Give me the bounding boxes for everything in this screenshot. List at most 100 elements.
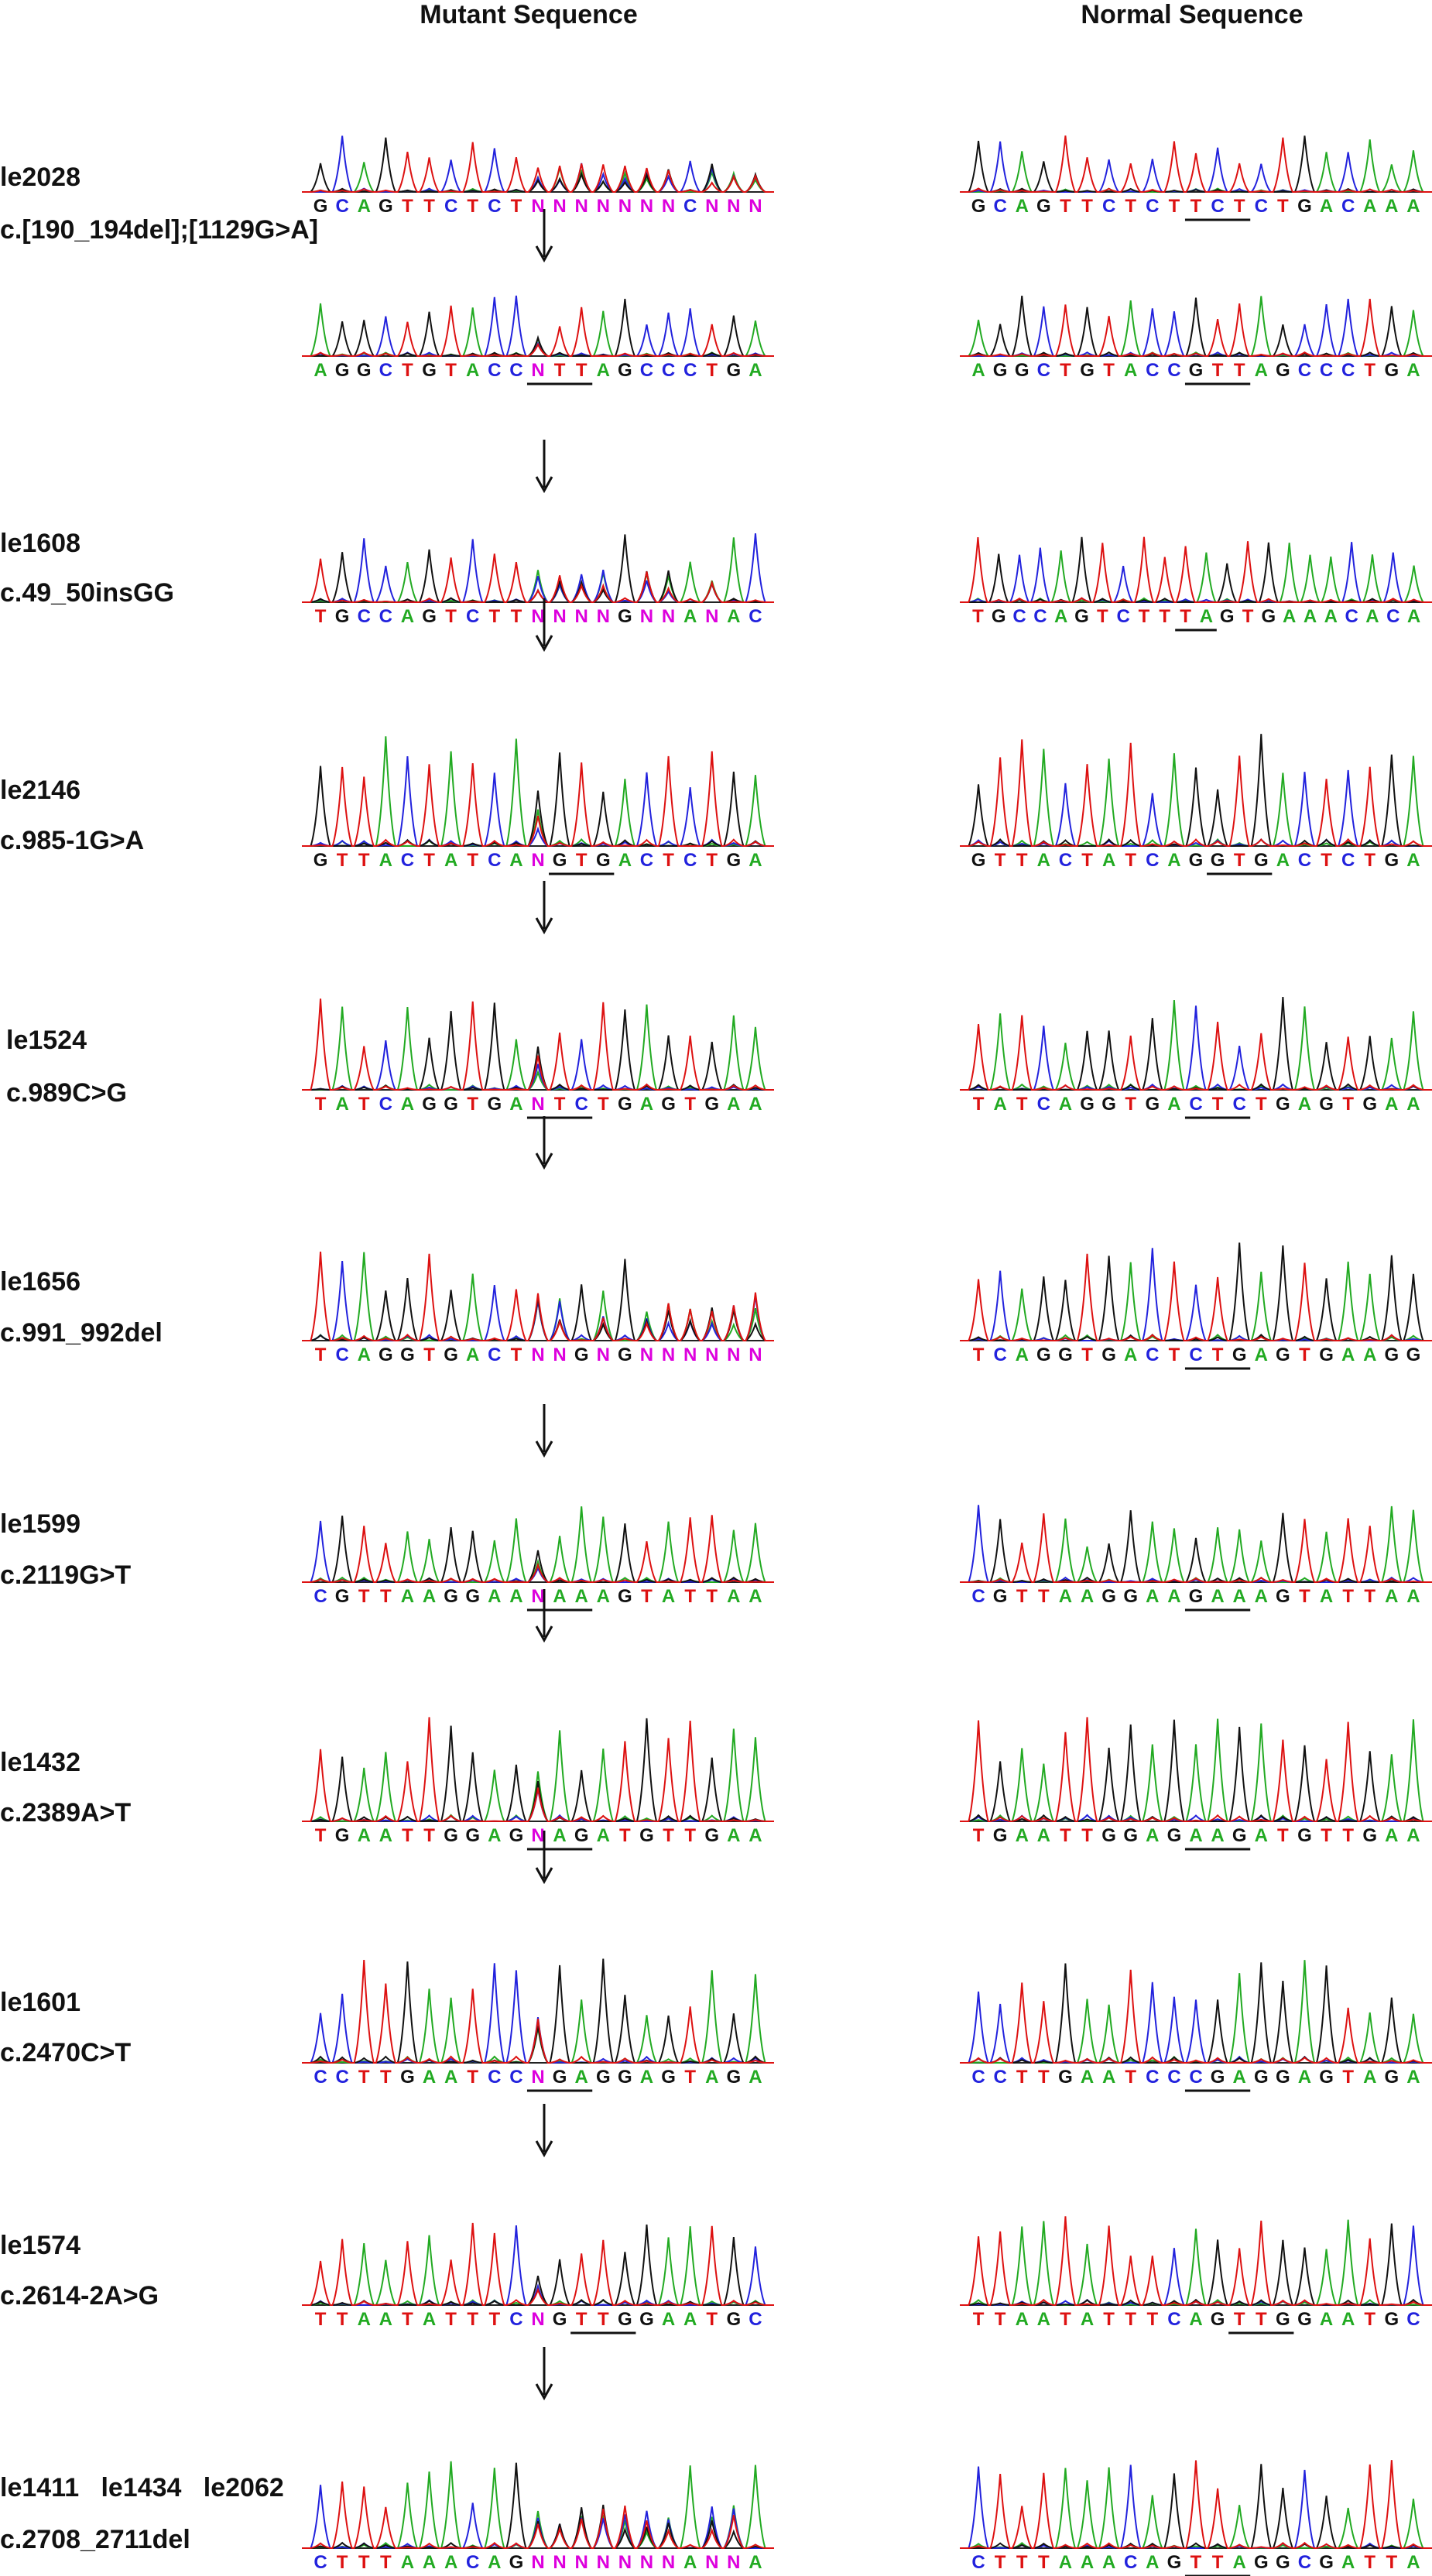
- base-call: G: [400, 1345, 415, 1365]
- trace-peak-t: [960, 1969, 1432, 2064]
- base-call: T: [1342, 1094, 1354, 1115]
- base-call: C: [379, 606, 392, 627]
- trace-peak-g: [960, 2464, 1432, 2549]
- trace-peak-t: [302, 142, 774, 193]
- base-call: A: [1200, 606, 1213, 627]
- trace-peak-a: [302, 2461, 774, 2549]
- base-call: T: [358, 1586, 370, 1607]
- base-call: T: [337, 2552, 348, 2573]
- base-call: N: [705, 2552, 718, 2573]
- trace-peak-g: [302, 1718, 774, 1822]
- base-call: G: [596, 2067, 611, 2088]
- base-call: A: [1324, 606, 1338, 627]
- base-call: T: [1212, 2552, 1224, 2573]
- base-call: T: [995, 2552, 1006, 2573]
- base-call: N: [531, 360, 544, 381]
- base-call: T: [1299, 1345, 1310, 1365]
- base-call: T: [1234, 360, 1245, 381]
- base-call: G: [487, 1094, 502, 1115]
- base-call: T: [663, 850, 674, 871]
- base-call: G: [639, 1825, 654, 1846]
- base-call: N: [597, 2552, 610, 2573]
- base-call: N: [531, 2067, 544, 2088]
- mutation-le2146: c.985-1G>A: [0, 826, 145, 855]
- base-call: C: [488, 360, 501, 381]
- base-call: G: [1385, 360, 1399, 381]
- base-call: A: [358, 1825, 371, 1846]
- base-call: A: [993, 1094, 1006, 1115]
- base-call: A: [1363, 2067, 1376, 2088]
- base-call: T: [358, 850, 370, 871]
- base-call: G: [379, 196, 393, 217]
- base-call: G: [357, 360, 372, 381]
- base-call: G: [574, 1825, 589, 1846]
- base-call: N: [597, 606, 610, 627]
- base-call: T: [973, 1345, 985, 1365]
- base-call: C: [1012, 606, 1026, 627]
- trace-peak-g: [960, 1719, 1432, 1822]
- base-call: A: [444, 850, 457, 871]
- base-call: T: [1234, 2309, 1245, 2330]
- base-call: G: [1385, 2309, 1399, 2330]
- base-call: G: [1074, 606, 1089, 627]
- base-call: C: [1189, 2067, 1202, 2088]
- base-call: T: [973, 2309, 985, 2330]
- base-call: C: [1233, 1094, 1246, 1115]
- base-call: G: [1232, 1345, 1247, 1365]
- trace-peak-c: [960, 2465, 1432, 2549]
- base-call: T: [576, 2309, 588, 2330]
- base-call: C: [1341, 850, 1355, 871]
- base-call: C: [1341, 360, 1355, 381]
- base-call: G: [727, 360, 742, 381]
- base-call: T: [467, 1094, 478, 1115]
- trace-peak-t: [302, 305, 774, 357]
- base-call: A: [1298, 2067, 1311, 2088]
- base-call: N: [640, 606, 653, 627]
- base-call: G: [335, 1586, 350, 1607]
- base-call: A: [1124, 1345, 1137, 1365]
- base-call: G: [313, 196, 328, 217]
- base-call: T: [1125, 2309, 1136, 2330]
- base-call: G: [1276, 1094, 1290, 1115]
- sample-id-le1524: le1524: [6, 1026, 87, 1055]
- base-call: A: [509, 1094, 522, 1115]
- base-call: T: [380, 2067, 392, 2088]
- base-call: T: [1234, 196, 1245, 217]
- base-call: A: [1320, 196, 1333, 217]
- base-call: A: [575, 2067, 588, 2088]
- base-call: T: [1342, 1825, 1354, 1846]
- base-call: G: [661, 2067, 676, 2088]
- trace-peak-g: [960, 734, 1432, 847]
- trace-peak-a: [302, 537, 774, 603]
- base-call: A: [597, 1586, 610, 1607]
- trace-peak-c: [302, 1963, 774, 2064]
- base-call: A: [1167, 1586, 1180, 1607]
- trace-peak-t: [302, 2481, 774, 2549]
- base-call: G: [971, 850, 986, 871]
- sample-id-le1411-le1434-le2062: le1411 le1434 le2062: [0, 2473, 284, 2502]
- mutation-le1608: c.49_50insGG: [0, 578, 174, 608]
- base-call: C: [335, 196, 348, 217]
- base-call: G: [422, 1094, 437, 1115]
- base-call: G: [444, 1345, 458, 1365]
- base-call: A: [749, 360, 762, 381]
- mutation-arrow: [535, 209, 553, 263]
- base-call: C: [662, 360, 675, 381]
- trace-peak-t: [960, 536, 1432, 603]
- base-call: C: [749, 2309, 762, 2330]
- base-call: A: [423, 2067, 436, 2088]
- base-call: G: [993, 360, 1008, 381]
- base-call: N: [553, 606, 566, 627]
- base-call: A: [727, 606, 740, 627]
- base-call: C: [993, 1345, 1006, 1365]
- base-call: C: [313, 1586, 327, 1607]
- base-call: A: [749, 850, 762, 871]
- base-call: T: [488, 2309, 500, 2330]
- trace-peak-t: [960, 2216, 1432, 2306]
- base-call: G: [1080, 360, 1095, 381]
- base-call: A: [1255, 360, 1268, 381]
- base-call: N: [662, 606, 675, 627]
- base-call: C: [1406, 2309, 1420, 2330]
- base-call: N: [531, 1094, 544, 1115]
